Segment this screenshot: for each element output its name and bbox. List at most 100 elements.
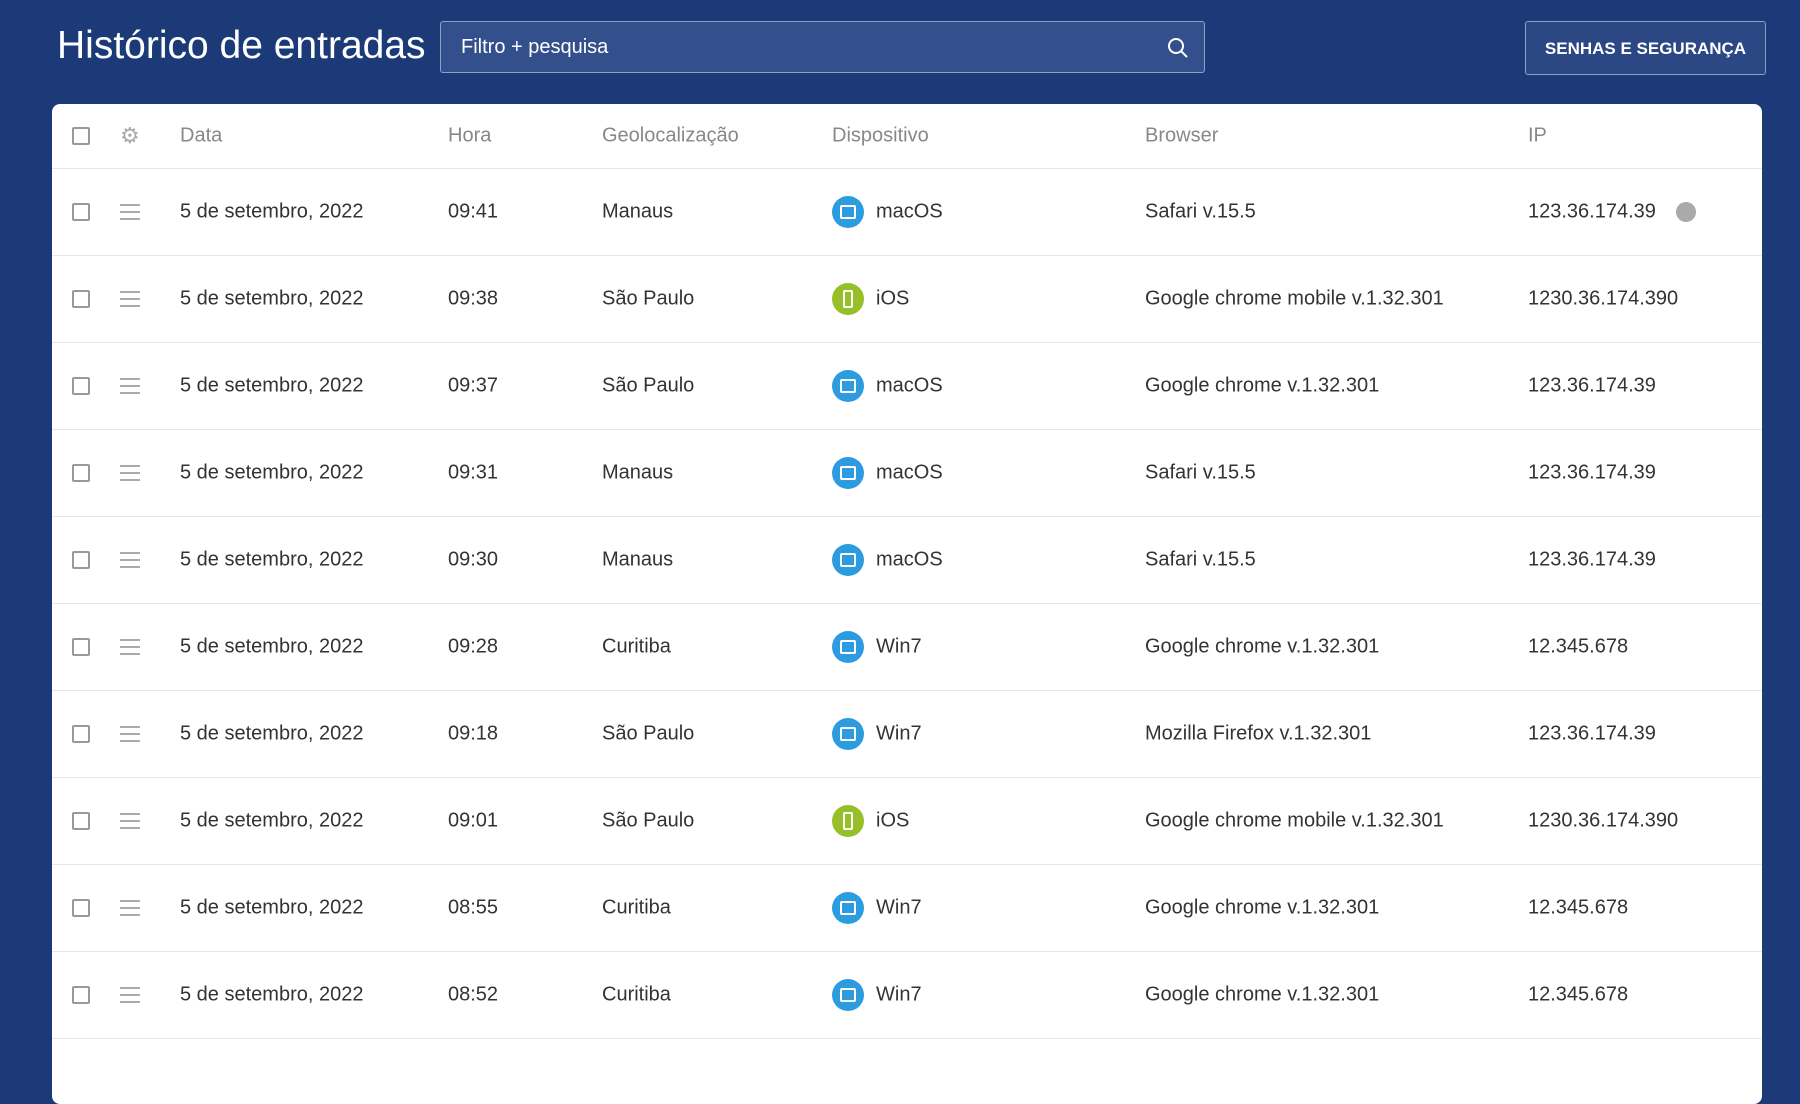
table-row[interactable]: 5 de setembro, 2022 09:38 São Paulo iOS Goog… <box>52 256 1762 343</box>
table-header: ⚙ Data Hora Geolocalização Dispositivo B… <box>52 104 1762 169</box>
cell: Google chrome mobile v.1.32.301 <box>1145 287 1444 310</box>
cell: macOS <box>876 200 943 223</box>
device-icon <box>832 370 864 402</box>
row-checkbox[interactable] <box>72 812 90 830</box>
column-header[interactable]: Hora <box>448 124 492 147</box>
cell: Win7 <box>876 722 922 745</box>
column-header[interactable]: Data <box>180 124 223 147</box>
cell: Manaus <box>602 200 674 223</box>
cell: São Paulo <box>602 374 695 397</box>
cell: 123.36.174.39 <box>1528 548 1656 571</box>
cell: 5 de setembro, 2022 <box>180 635 364 658</box>
cell: 08:55 <box>448 896 499 919</box>
cell: macOS <box>876 548 943 571</box>
cell: 5 de setembro, 2022 <box>180 983 364 1006</box>
device-icon <box>832 631 864 663</box>
user-icon[interactable] <box>1676 202 1696 222</box>
device-icon <box>832 457 864 489</box>
cell: macOS <box>876 461 943 484</box>
row-menu[interactable] <box>120 639 140 655</box>
page: Histórico de entradas Filtro + pesquisa … <box>52 21 1766 1104</box>
cell: Win7 <box>876 896 922 919</box>
row-menu[interactable] <box>120 813 140 829</box>
login-table: ⚙ Data Hora Geolocalização Dispositivo B… <box>52 104 1762 1104</box>
row-checkbox[interactable] <box>72 986 90 1004</box>
cell: 5 de setembro, 2022 <box>180 200 364 223</box>
cell: iOS <box>876 287 910 310</box>
row-checkbox[interactable] <box>72 725 90 743</box>
cell: São Paulo <box>602 287 695 310</box>
cell: 5 de setembro, 2022 <box>180 722 364 745</box>
cell: Curitiba <box>602 983 671 1006</box>
cell: 5 de setembro, 2022 <box>180 548 364 571</box>
row-checkbox[interactable] <box>72 203 90 221</box>
row-menu[interactable] <box>120 465 140 481</box>
cell: 5 de setembro, 2022 <box>180 461 364 484</box>
cell: 09:37 <box>448 374 499 397</box>
row-checkbox[interactable] <box>72 377 90 395</box>
cell: Google chrome v.1.32.301 <box>1145 983 1380 1006</box>
table-row[interactable]: 5 de setembro, 2022 09:31 Manaus macOS Safar… <box>52 430 1762 517</box>
cell: Google chrome v.1.32.301 <box>1145 896 1380 919</box>
table-row[interactable]: 5 de setembro, 2022 09:01 São Paulo iOS Goog… <box>52 778 1762 865</box>
device-icon <box>832 979 864 1011</box>
settings-icon[interactable]: ⚙ <box>120 123 140 148</box>
select-all[interactable] <box>72 127 90 145</box>
device-icon <box>832 805 864 837</box>
table-row[interactable]: 5 de setembro, 2022 09:30 Manaus macOS Safar… <box>52 517 1762 604</box>
row-menu[interactable] <box>120 204 140 220</box>
cell: Win7 <box>876 635 922 658</box>
cell: 5 de setembro, 2022 <box>180 287 364 310</box>
page-title: Histórico de entradas <box>57 24 426 67</box>
row-menu[interactable] <box>120 900 140 916</box>
row-menu[interactable] <box>120 726 140 742</box>
cell: 123.36.174.39 <box>1528 722 1656 745</box>
table-row[interactable]: 5 de setembro, 2022 09:37 São Paulo macOS Go… <box>52 343 1762 430</box>
row-checkbox[interactable] <box>72 899 90 917</box>
search-icon <box>1168 38 1188 58</box>
security-button[interactable]: SENHAS E SEGURANÇA <box>1525 21 1766 75</box>
cell: 123.36.174.39 <box>1528 200 1656 223</box>
cell: Mozilla Firefox v.1.32.301 <box>1145 722 1372 745</box>
cell: Safari v.15.5 <box>1145 200 1256 223</box>
cell: 5 de setembro, 2022 <box>180 809 364 832</box>
column-header[interactable]: Browser <box>1145 124 1219 147</box>
column-header[interactable]: Dispositivo <box>832 124 929 147</box>
row-menu[interactable] <box>120 552 140 568</box>
cell: 1230.36.174.390 <box>1528 287 1679 310</box>
row-checkbox[interactable] <box>72 551 90 569</box>
row-menu[interactable] <box>120 378 140 394</box>
row-checkbox[interactable] <box>72 638 90 656</box>
cell: Google chrome mobile v.1.32.301 <box>1145 809 1444 832</box>
cell: 123.36.174.39 <box>1528 374 1656 397</box>
column-header[interactable]: IP <box>1528 124 1547 147</box>
cell: 1230.36.174.390 <box>1528 809 1679 832</box>
cell: 5 de setembro, 2022 <box>180 896 364 919</box>
row-menu[interactable] <box>120 987 140 1003</box>
device-icon <box>832 718 864 750</box>
cell: 09:28 <box>448 635 499 658</box>
cell: Safari v.15.5 <box>1145 461 1256 484</box>
cell: Manaus <box>602 461 674 484</box>
search-box[interactable]: Filtro + pesquisa <box>440 21 1205 73</box>
column-header[interactable]: Geolocalização <box>602 124 739 147</box>
cell: 09:31 <box>448 461 499 484</box>
table-row[interactable]: 5 de setembro, 2022 08:55 Curitiba Win7 Goog… <box>52 865 1762 952</box>
cell: 09:38 <box>448 287 499 310</box>
table-row[interactable]: 5 de setembro, 2022 09:28 Curitiba Win7 Goog… <box>52 604 1762 691</box>
table-row[interactable]: 5 de setembro, 2022 09:41 Manaus macOS Safar… <box>52 169 1762 256</box>
cell: Curitiba <box>602 635 671 658</box>
search-placeholder: Filtro + pesquisa <box>461 36 609 58</box>
cell: Win7 <box>876 983 922 1006</box>
cell: iOS <box>876 809 910 832</box>
table-row[interactable]: 5 de setembro, 2022 09:18 São Paulo Win7 Moz… <box>52 691 1762 778</box>
cell: 12.345.678 <box>1528 983 1629 1006</box>
cell: 5 de setembro, 2022 <box>180 374 364 397</box>
row-checkbox[interactable] <box>72 290 90 308</box>
row-checkbox[interactable] <box>72 464 90 482</box>
table-row[interactable]: 5 de setembro, 2022 08:52 Curitiba Win7 Goog… <box>52 952 1762 1039</box>
cell: 08:52 <box>448 983 499 1006</box>
row-menu[interactable] <box>120 291 140 307</box>
cell: 12.345.678 <box>1528 896 1629 919</box>
device-icon <box>832 544 864 576</box>
